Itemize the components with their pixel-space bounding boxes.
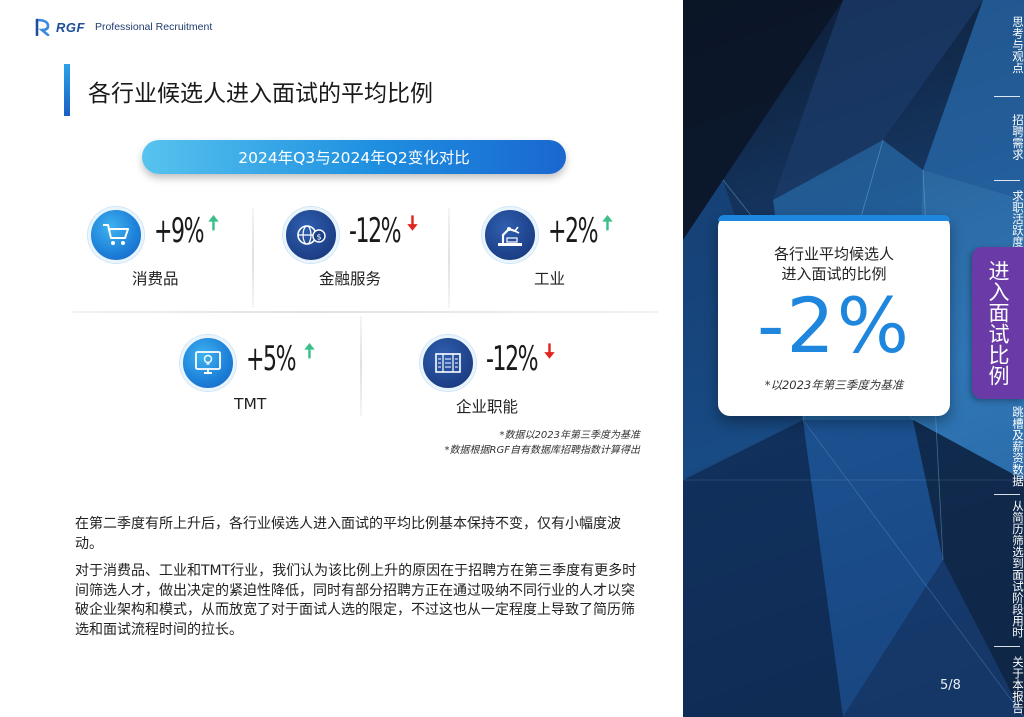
stat-value: +5%	[246, 339, 297, 379]
arrow-up-icon: 🠅	[602, 211, 613, 235]
page-title: 各行业候选人进入面试的平均比例	[88, 81, 433, 107]
nav-item-screening-to-interview-time[interactable]: 从简历筛选到面试阶段用时	[1011, 500, 1024, 638]
arrow-down-icon: 🠇	[407, 211, 418, 235]
nav-item-hiring-demand[interactable]: 招聘需求	[1011, 114, 1024, 160]
body-paragraph: 对于消费品、工业和TMT行业，我们认为该比例上升的原因在于招聘方在第三季度有更多…	[75, 563, 637, 638]
stat-value: -12%	[486, 339, 539, 379]
brand-name: Professional Recruitment	[94, 21, 213, 33]
globe-money-icon: $	[283, 207, 339, 263]
grid-divider	[72, 311, 658, 313]
brand-mark-text: RGF	[56, 19, 85, 35]
stat-label: 企业职能	[456, 398, 519, 416]
page-number: 5/8	[940, 678, 961, 693]
brand-logo: RGF Professional Recruitment	[34, 18, 212, 36]
nav-item-insights[interactable]: 思考与观点	[1011, 16, 1024, 74]
rgf-logo-mark	[34, 18, 50, 36]
grid-divider	[448, 208, 450, 308]
office-building-icon	[420, 335, 476, 391]
arrow-down-icon: 🠇	[544, 339, 555, 363]
note-line: *数据根据RGF自有数据库招聘指数计算得出	[444, 445, 640, 456]
nav-item-job-change-salary[interactable]: 跳槽及薪资数据	[1011, 405, 1024, 487]
monitor-bulb-icon	[180, 335, 236, 391]
stat-label: TMT	[234, 395, 267, 413]
shopping-cart-icon	[88, 207, 144, 263]
note-line: *数据以2023年第三季度为基准	[499, 430, 640, 441]
nav-item-about-report[interactable]: 关于本报告	[1011, 655, 1024, 714]
svg-text:$: $	[316, 233, 321, 242]
stat-label: 金融服务	[319, 270, 382, 288]
nav-separator	[994, 96, 1020, 97]
data-notes: *数据以2023年第三季度为基准 *数据根据RGF自有数据库招聘指数计算得出	[445, 428, 640, 458]
stat-value: -12%	[349, 211, 402, 251]
stat-label: 工业	[534, 270, 566, 288]
nav-item-job-seeking-activity[interactable]: 求职活跃度	[1011, 190, 1024, 248]
side-navigation: 思考与观点 招聘需求 求职活跃度 跳槽及薪资数据 从简历筛选到面试阶段用时 关于…	[990, 0, 1024, 717]
arrow-up-icon: 🠅	[304, 339, 315, 363]
stat-value: +2%	[548, 211, 599, 251]
body-paragraph: 在第二季度有所上升后，各行业候选人进入面试的平均比例基本保持不变，仅有小幅度波动…	[75, 516, 621, 552]
nav-separator	[994, 646, 1020, 647]
card-title-line: 进入面试的比例	[781, 265, 887, 283]
arrow-up-icon: 🠅	[208, 211, 219, 235]
grid-divider	[252, 208, 254, 308]
card-note: *以2023年第三季度为基准	[764, 378, 904, 392]
stat-label: 消费品	[132, 270, 179, 288]
comparison-pill: 2024年Q3与2024年Q2变化对比	[142, 140, 566, 174]
robot-arm-icon	[482, 207, 538, 263]
stat-value: +9%	[154, 211, 205, 251]
card-title-line: 各行业平均候选人	[773, 245, 894, 263]
nav-separator	[994, 494, 1020, 495]
card-value: -2%	[757, 281, 911, 370]
card-accent	[718, 215, 950, 221]
grid-divider	[360, 316, 362, 416]
summary-card: 各行业平均候选人 进入面试的比例 -2% *以2023年第三季度为基准	[718, 215, 950, 416]
title-accent-bar	[64, 64, 70, 116]
nav-item-interview-ratio-active[interactable]: 进入面试比例	[972, 247, 1024, 399]
nav-separator	[994, 180, 1020, 181]
